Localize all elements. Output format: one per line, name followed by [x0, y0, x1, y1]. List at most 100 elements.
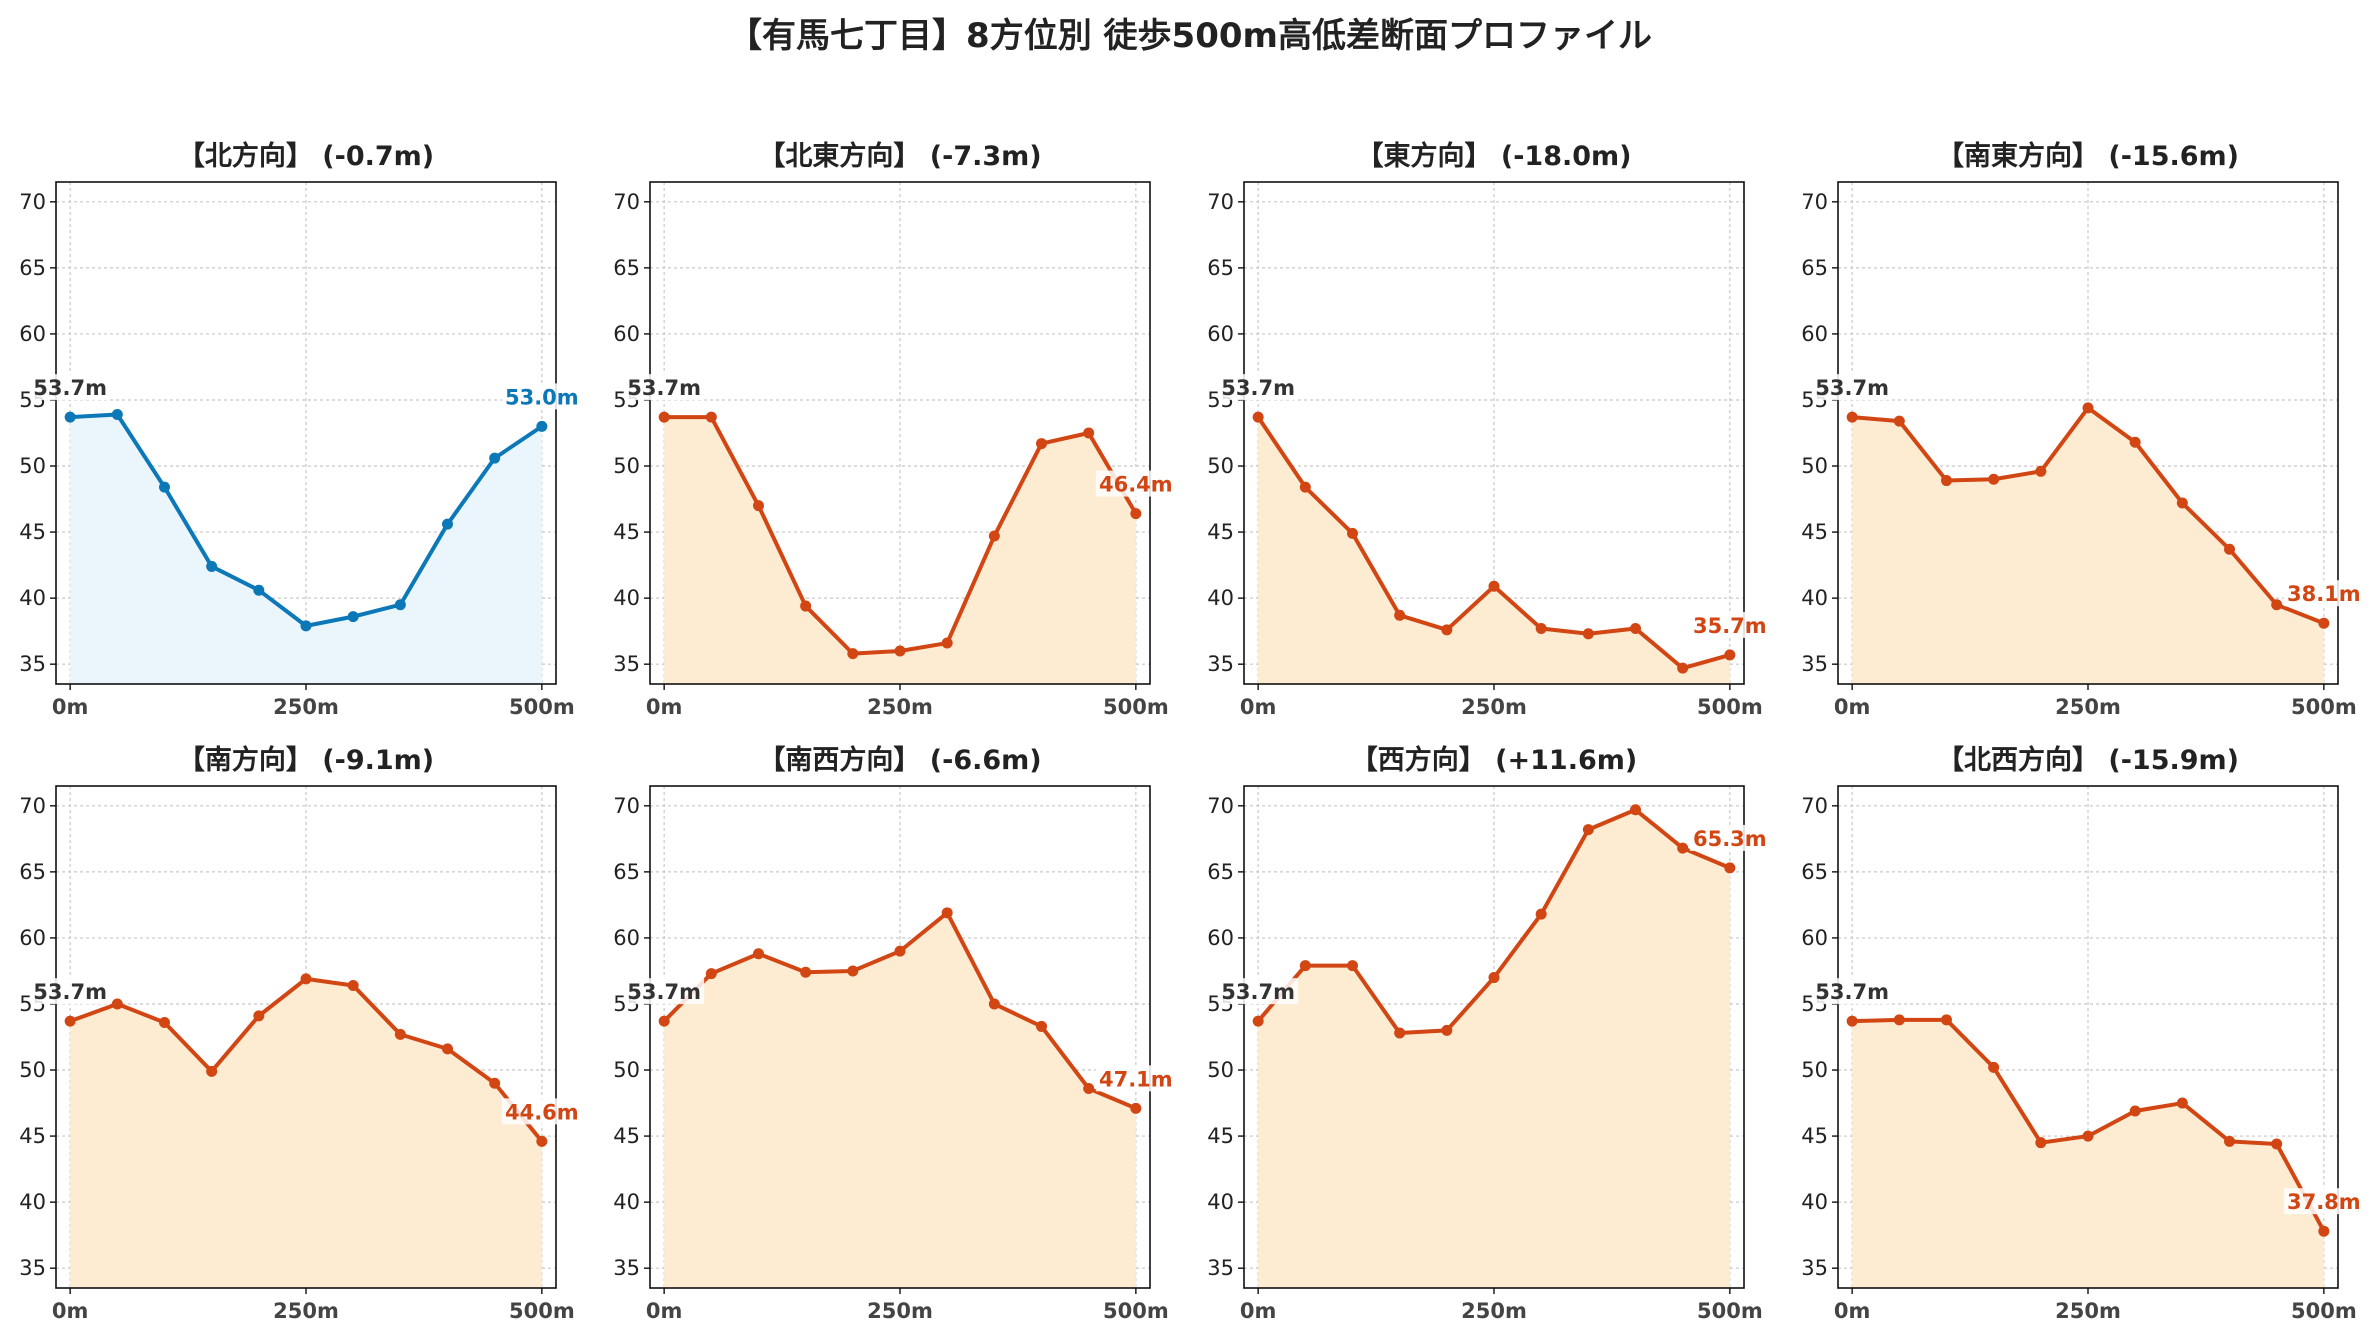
- y-tick-label: 50: [1801, 1058, 1828, 1082]
- data-point: [1441, 1024, 1453, 1036]
- data-point: [2035, 465, 2047, 477]
- y-tick-label: 65: [1801, 860, 1828, 884]
- data-point: [752, 948, 764, 960]
- y-tick-label: 50: [613, 454, 640, 478]
- data-point: [1083, 1083, 1095, 1095]
- panel-title: 【北西方向】 (-15.9m): [1937, 744, 2239, 776]
- data-point: [1394, 609, 1406, 621]
- data-point: [394, 599, 406, 611]
- panel-title: 【西方向】 (+11.6m): [1351, 744, 1637, 776]
- data-point: [1346, 527, 1358, 539]
- end-label: 38.1m: [2287, 582, 2361, 606]
- x-tick-label: 500m: [1697, 695, 1763, 719]
- data-point: [658, 411, 670, 423]
- data-point: [1252, 1015, 1264, 1027]
- y-tick-label: 45: [613, 520, 640, 544]
- y-tick-label: 45: [19, 520, 46, 544]
- start-label: 53.7m: [33, 376, 107, 400]
- panel-4: 35404550556065700m250m500m【南東方向】 (-15.6m…: [1801, 140, 2364, 719]
- data-point: [300, 620, 312, 632]
- x-tick-label: 0m: [1240, 695, 1277, 719]
- end-label-bg: [501, 1098, 582, 1125]
- data-point: [1988, 473, 2000, 485]
- data-point: [894, 945, 906, 957]
- start-label-bg: [624, 374, 705, 401]
- start-label-bg: [1218, 978, 1299, 1005]
- area-fill: [1258, 417, 1730, 684]
- panel-7: 35404550556065700m250m500m【西方向】 (+11.6m)…: [1207, 744, 1770, 1323]
- x-tick-label: 0m: [52, 1299, 89, 1323]
- data-point: [442, 1043, 454, 1055]
- y-tick-label: 70: [1801, 794, 1828, 818]
- x-tick-label: 500m: [1103, 695, 1169, 719]
- y-tick-label: 50: [19, 1058, 46, 1082]
- panel-6: 35404550556065700m250m500m【南西方向】 (-6.6m)…: [613, 744, 1176, 1323]
- data-point: [800, 966, 812, 978]
- y-tick-label: 40: [1801, 1190, 1828, 1214]
- end-label-bg: [1689, 611, 1770, 638]
- data-point: [1299, 960, 1311, 972]
- y-tick-label: 45: [1801, 1124, 1828, 1148]
- data-point: [894, 645, 906, 657]
- area-fill: [1852, 1019, 2324, 1288]
- panel-title: 【北東方向】 (-7.3m): [758, 140, 1041, 172]
- y-tick-label: 60: [1801, 322, 1828, 346]
- y-tick-label: 50: [1207, 1058, 1234, 1082]
- panel-title: 【北方向】 (-0.7m): [178, 140, 434, 172]
- data-point: [1940, 475, 1952, 487]
- y-tick-label: 70: [1207, 794, 1234, 818]
- panel-title: 【南東方向】 (-15.6m): [1937, 140, 2239, 172]
- y-tick-label: 35: [19, 652, 46, 676]
- x-tick-label: 0m: [52, 695, 89, 719]
- y-tick-label: 70: [19, 794, 46, 818]
- data-point: [111, 409, 123, 421]
- data-point: [1252, 411, 1264, 423]
- end-label: 47.1m: [1099, 1067, 1173, 1091]
- y-tick-label: 50: [1801, 454, 1828, 478]
- data-point: [658, 1015, 670, 1027]
- start-label: 53.7m: [33, 980, 107, 1004]
- panel-8: 35404550556065700m250m500m【北西方向】 (-15.9m…: [1801, 744, 2364, 1323]
- data-point: [2082, 402, 2094, 414]
- start-label: 53.7m: [627, 376, 701, 400]
- main-title: 【有馬七丁目】8方位別 徒歩500m高低差断面プロファイル: [728, 16, 1652, 56]
- start-label: 53.7m: [1815, 376, 1889, 400]
- data-point: [536, 1135, 548, 1147]
- end-label: 46.4m: [1099, 473, 1173, 497]
- data-point: [253, 1010, 265, 1022]
- data-point: [1036, 438, 1048, 450]
- data-point: [1677, 662, 1689, 674]
- area-fill: [664, 417, 1136, 684]
- y-tick-label: 50: [19, 454, 46, 478]
- data-point: [1083, 427, 1095, 439]
- y-tick-label: 60: [19, 322, 46, 346]
- y-tick-label: 45: [1801, 520, 1828, 544]
- data-point: [1441, 624, 1453, 636]
- data-point: [347, 979, 359, 991]
- data-point: [800, 600, 812, 612]
- data-point: [1940, 1014, 1952, 1026]
- y-tick-label: 70: [613, 190, 640, 214]
- data-point: [988, 530, 1000, 542]
- x-tick-label: 250m: [867, 1299, 933, 1323]
- data-point: [847, 648, 859, 660]
- data-point: [1299, 481, 1311, 493]
- x-tick-label: 500m: [1697, 1299, 1763, 1323]
- start-label: 53.7m: [1221, 376, 1295, 400]
- panel-3: 35404550556065700m250m500m【東方向】 (-18.0m)…: [1207, 140, 1770, 719]
- y-tick-label: 40: [19, 586, 46, 610]
- data-point: [1535, 908, 1547, 920]
- data-point: [941, 637, 953, 649]
- start-label-bg: [30, 374, 111, 401]
- data-point: [2129, 436, 2141, 448]
- y-tick-label: 45: [1207, 520, 1234, 544]
- y-tick-label: 60: [613, 322, 640, 346]
- y-tick-label: 70: [613, 794, 640, 818]
- x-tick-label: 250m: [273, 1299, 339, 1323]
- panel-title: 【南西方向】 (-6.6m): [758, 744, 1041, 776]
- y-tick-label: 50: [613, 1058, 640, 1082]
- data-point: [2224, 543, 2236, 555]
- data-point: [1846, 411, 1858, 423]
- y-tick-label: 70: [1207, 190, 1234, 214]
